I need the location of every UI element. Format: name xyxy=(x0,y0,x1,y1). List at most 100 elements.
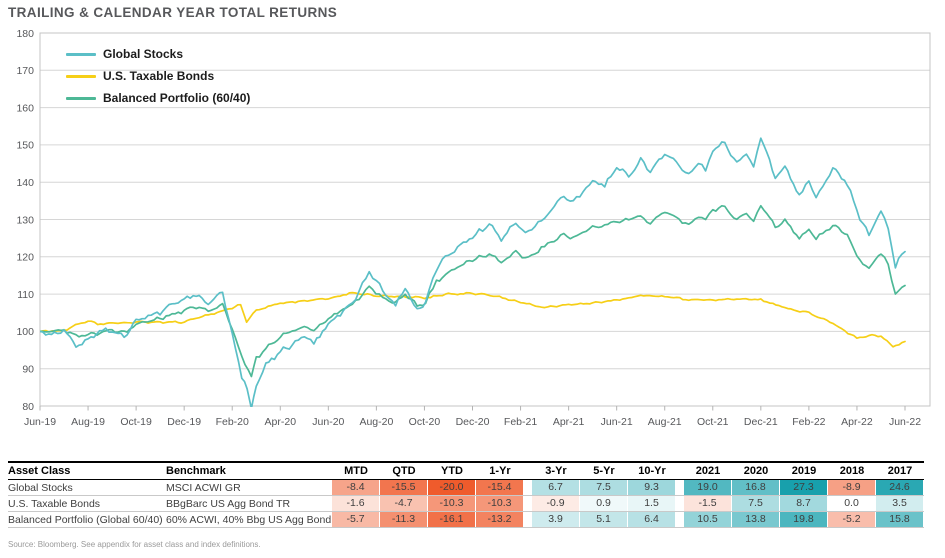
asset-class-cell: U.S. Taxable Bonds xyxy=(8,497,101,510)
legend-label: U.S. Taxable Bonds xyxy=(103,69,215,83)
column-header-3-yr: 3-Yr xyxy=(545,465,567,477)
return-value-cell: 0.9 xyxy=(580,496,628,511)
return-value-cell: -20.0 xyxy=(428,480,476,495)
column-header-qtd: QTD xyxy=(392,465,416,477)
legend-label: Global Stocks xyxy=(103,47,184,61)
series-line-global-stocks xyxy=(40,137,906,407)
x-axis-label: Dec-21 xyxy=(744,416,778,428)
x-axis-label: Jun-20 xyxy=(312,416,344,428)
column-header-10-yr: 10-Yr xyxy=(638,465,666,477)
x-axis-label: Apr-21 xyxy=(553,416,585,428)
y-axis-label: 110 xyxy=(17,289,34,301)
x-axis-label: Feb-20 xyxy=(216,416,249,428)
column-header-1-yr: 1-Yr xyxy=(489,465,511,477)
x-axis-label: Feb-22 xyxy=(792,416,825,428)
x-axis-label: Oct-20 xyxy=(409,416,441,428)
return-value-cell: -10.3 xyxy=(476,496,524,511)
returns-table: Asset Class Benchmark MTD QTD YTD 1-Yr 3-Yr 5-Y… xyxy=(8,461,924,528)
column-header-benchmark: Benchmark xyxy=(166,465,226,477)
x-axis-label: Aug-20 xyxy=(359,416,393,428)
column-header-mtd: MTD xyxy=(344,465,368,477)
table-header-row: Asset Class Benchmark MTD QTD YTD 1-Yr 3-Yr 5-Y… xyxy=(8,461,924,480)
return-value-cell: 0.0 xyxy=(828,496,876,511)
legend-line-swatch xyxy=(66,74,96,78)
return-value-cell: 9.3 xyxy=(628,480,676,495)
legend-item: Balanced Portfolio (60/40) xyxy=(66,87,250,109)
chart-legend: Global Stocks U.S. Taxable Bonds Balanced … xyxy=(66,43,250,109)
return-value-cell: -0.9 xyxy=(532,496,580,511)
x-axis-label: Oct-21 xyxy=(697,416,729,428)
return-value-cell: 16.8 xyxy=(732,480,780,495)
chart-title: TRAILING & CALENDAR YEAR TOTAL RETURNS xyxy=(8,5,338,20)
x-axis-label: Jun-19 xyxy=(24,416,56,428)
y-axis-label: 150 xyxy=(16,140,34,152)
column-header-2017: 2017 xyxy=(887,465,913,477)
column-header-ytd: YTD xyxy=(441,465,463,477)
return-value-cell: 10.5 xyxy=(684,512,732,527)
return-value-cell: -10.3 xyxy=(428,496,476,511)
y-axis-label: 180 xyxy=(16,28,34,40)
return-value-cell: 3.9 xyxy=(532,512,580,527)
y-axis-label: 90 xyxy=(22,364,34,376)
x-axis-label: Jun-21 xyxy=(601,416,633,428)
table-row: Balanced Portfolio (Global 60/40) 60% ACW… xyxy=(8,512,924,528)
y-axis-label: 140 xyxy=(16,177,34,189)
return-value-cell: -8.4 xyxy=(332,480,380,495)
legend-item: Global Stocks xyxy=(66,43,250,65)
x-axis-label: Apr-22 xyxy=(841,416,873,428)
return-value-cell: -16.1 xyxy=(428,512,476,527)
series-line-balanced-portfolio-60-40- xyxy=(40,204,906,378)
column-gap xyxy=(676,463,684,479)
column-gap xyxy=(676,512,684,527)
y-axis-label: 120 xyxy=(16,252,34,264)
return-value-cell: -1.5 xyxy=(684,496,732,511)
y-axis-label: 130 xyxy=(16,214,34,226)
x-axis-label: Aug-19 xyxy=(71,416,105,428)
column-header-2019: 2019 xyxy=(791,465,817,477)
return-value-cell: -15.5 xyxy=(380,480,428,495)
source-note: Source: Bloomberg. See appendix for asse… xyxy=(8,540,261,549)
y-axis-label: 160 xyxy=(16,102,34,114)
line-chart: 80 90 100 110 120 130 140 150 160 170 180 Jun-19 Aug… xyxy=(16,28,931,428)
benchmark-cell: 60% ACWI, 40% Bbg US Agg Bond xyxy=(166,513,332,526)
x-axis-label: Jun-22 xyxy=(889,416,921,428)
return-value-cell: 27.3 xyxy=(780,480,828,495)
return-value-cell: 8.7 xyxy=(780,496,828,511)
return-value-cell: 1.5 xyxy=(628,496,676,511)
y-axis-label: 100 xyxy=(16,326,34,338)
plot-border xyxy=(39,32,931,407)
table-row: Global Stocks MSCI ACWI GR -8.4 -15.5 -20.0-… xyxy=(8,480,924,496)
legend-item: U.S. Taxable Bonds xyxy=(66,65,250,87)
return-value-cell: 6.7 xyxy=(532,480,580,495)
legend-line-swatch xyxy=(66,96,96,100)
return-value-cell: -5.7 xyxy=(332,512,380,527)
return-value-cell: -1.6 xyxy=(332,496,380,511)
return-value-cell: 24.6 xyxy=(876,480,924,495)
column-header-2021: 2021 xyxy=(695,465,721,477)
column-gap xyxy=(524,463,532,479)
return-value-cell: -5.2 xyxy=(828,512,876,527)
column-gap xyxy=(676,480,684,495)
benchmark-cell: MSCI ACWI GR xyxy=(166,481,241,494)
column-header-5-yr: 5-Yr xyxy=(593,465,615,477)
legend-label: Balanced Portfolio (60/40) xyxy=(103,91,251,105)
column-header-asset-class: Asset Class xyxy=(8,465,71,477)
y-axis-label: 170 xyxy=(16,65,34,77)
legend-line-swatch xyxy=(66,52,96,56)
x-axis-label: Dec-20 xyxy=(456,416,490,428)
table-row: U.S. Taxable Bonds BBgBarc US Agg Bond TR… xyxy=(8,496,924,512)
return-value-cell: -15.4 xyxy=(476,480,524,495)
x-axis-label: Aug-21 xyxy=(648,416,682,428)
column-header-2018: 2018 xyxy=(839,465,865,477)
return-value-cell: 3.5 xyxy=(876,496,924,511)
return-value-cell: 13.8 xyxy=(732,512,780,527)
return-value-cell: 6.4 xyxy=(628,512,676,527)
x-axis-label: Oct-19 xyxy=(120,416,152,428)
x-axis-label: Dec-19 xyxy=(167,416,201,428)
asset-class-cell: Balanced Portfolio (Global 60/40) xyxy=(8,513,163,526)
column-gap xyxy=(676,496,684,511)
benchmark-cell: BBgBarc US Agg Bond TR xyxy=(166,497,291,510)
column-gap xyxy=(524,480,532,495)
return-value-cell: -11.3 xyxy=(380,512,428,527)
